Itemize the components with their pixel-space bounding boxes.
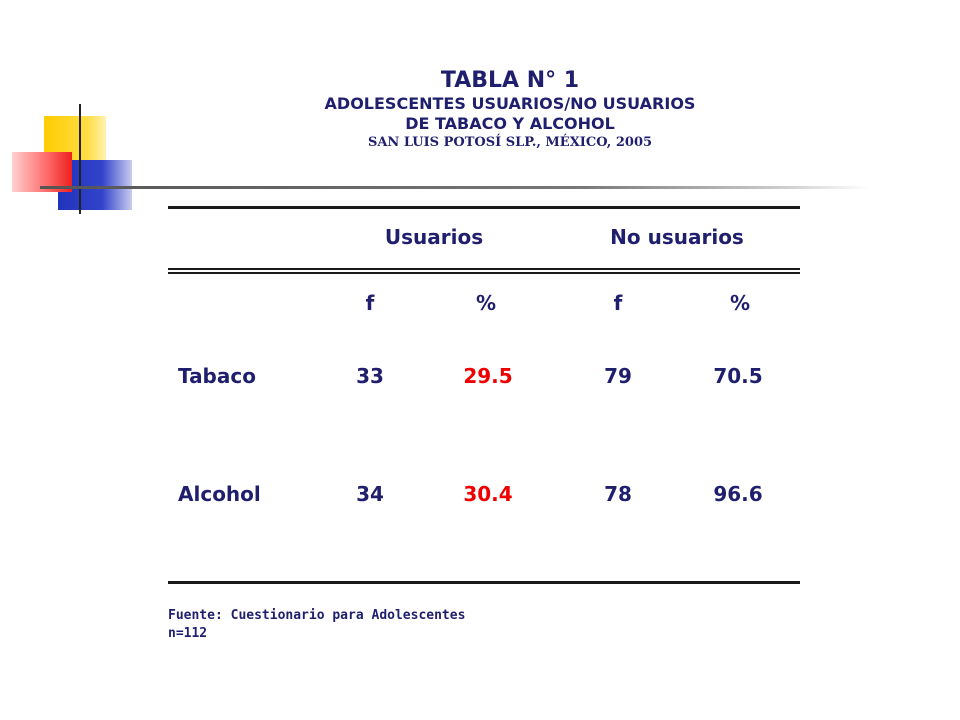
table-top-rule [168,206,800,209]
alcohol-usuarios-f: 34 [356,482,384,506]
subheader-no-usuarios-percent: % [729,291,751,315]
row-label-tabaco: Tabaco [178,364,256,388]
tabaco-usuarios-f: 33 [356,364,384,388]
table-bottom-rule [168,581,800,584]
table-header-rule [168,268,800,270]
table-title: TABLA N° 1 [440,68,580,93]
alcohol-usuarios-percent: 30.4 [463,482,513,506]
red-square-decoration [12,152,72,192]
row-label-alcohol: Alcohol [178,482,261,506]
subheader-no-usuarios-f: f [613,291,623,315]
horizontal-line-decoration [40,186,870,189]
group-header-no-usuarios: No usuarios [610,225,744,249]
subheader-usuarios-f: f [365,291,375,315]
tabaco-no-usuarios-f: 79 [604,364,632,388]
table-subtitle-line1: ADOLESCENTES USUARIOS/NO USUARIOS [324,94,696,113]
table-header-rule-double [168,272,800,274]
table-location: SAN LUIS POTOSÍ SLP., MÉXICO, 2005 [367,135,653,150]
vertical-line-decoration [79,104,81,214]
table-subtitle-line2: DE TABACO Y ALCOHOL [405,114,615,133]
alcohol-no-usuarios-percent: 96.6 [713,482,763,506]
group-header-usuarios: Usuarios [384,225,484,249]
source-note: Fuente: Cuestionario para Adolescentes [168,608,466,623]
sample-size-note: n=112 [168,626,208,641]
tabaco-usuarios-percent: 29.5 [463,364,513,388]
subheader-usuarios-percent: % [475,291,497,315]
title-block: TABLA N° 1 ADOLESCENTES USUARIOS/NO USUA… [180,68,840,152]
tabaco-no-usuarios-percent: 70.5 [713,364,763,388]
alcohol-no-usuarios-f: 78 [604,482,632,506]
